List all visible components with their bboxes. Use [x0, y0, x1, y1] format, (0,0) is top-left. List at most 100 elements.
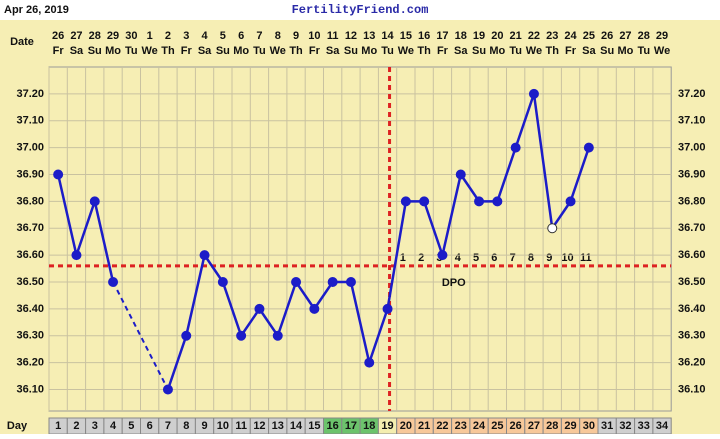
day-number: 7 — [165, 420, 171, 432]
weekday: Su — [88, 45, 102, 57]
gap-bridge — [112, 281, 169, 390]
day-number: 34 — [656, 420, 669, 432]
weekday: We — [270, 45, 286, 57]
date-number: 14 — [381, 30, 394, 42]
y-tick-label-right: 36.20 — [678, 357, 706, 369]
date-number: 25 — [583, 30, 595, 42]
temperature-point — [565, 196, 576, 207]
y-tick-label-right: 37.10 — [678, 115, 706, 127]
date-number: 26 — [601, 30, 613, 42]
temperature-point — [382, 303, 393, 314]
day-number: 6 — [147, 420, 153, 432]
y-tick-label: 36.30 — [16, 330, 44, 342]
dpo-number: 10 — [561, 252, 573, 264]
day-number: 23 — [455, 420, 467, 432]
temperature-point — [217, 277, 228, 287]
date-number: 5 — [220, 30, 226, 42]
y-tick-label-right: 36.80 — [678, 195, 706, 207]
temperature-point — [162, 384, 173, 395]
dpo-number: 4 — [455, 252, 462, 264]
weekday: Su — [344, 45, 358, 57]
weekday: We — [141, 45, 157, 57]
date-number: 22 — [528, 30, 540, 42]
date-number: 18 — [455, 30, 467, 42]
y-tick-label: 36.90 — [16, 168, 44, 180]
date-number: 11 — [327, 30, 339, 42]
y-tick-label: 36.60 — [16, 249, 44, 261]
date-number: 12 — [345, 30, 357, 42]
y-tick-label-right: 36.60 — [678, 249, 706, 261]
day-number: 8 — [183, 420, 189, 432]
weekday: Th — [417, 45, 431, 57]
date-number: 6 — [238, 30, 244, 42]
temperature-point — [345, 277, 356, 287]
y-tick-label-right: 36.30 — [678, 330, 706, 342]
day-number: 24 — [473, 420, 486, 432]
temperature-point — [53, 169, 64, 180]
temperature-point — [108, 277, 119, 287]
weekday: Sa — [198, 45, 212, 57]
temperature-point — [400, 196, 411, 207]
date-number: 29 — [107, 30, 119, 42]
weekday: Mo — [618, 45, 634, 57]
weekday: Th — [289, 45, 303, 57]
temperature-point — [510, 142, 521, 153]
date-number: 24 — [564, 30, 577, 42]
y-tick-label: 36.10 — [16, 383, 44, 395]
day-number: 33 — [638, 420, 650, 432]
day-number: 25 — [491, 420, 503, 432]
weekday: We — [526, 45, 542, 57]
weekday: Mo — [233, 45, 249, 57]
dpo-number: 7 — [510, 252, 516, 264]
day-number: 1 — [55, 420, 61, 432]
dpo-number: 5 — [473, 252, 479, 264]
day-number: 28 — [546, 420, 558, 432]
y-tick-label: 37.00 — [16, 142, 44, 154]
date-number: 15 — [400, 30, 412, 42]
y-tick-label-right: 36.50 — [678, 276, 706, 288]
day-number: 20 — [400, 420, 412, 432]
temperature-point — [547, 223, 558, 234]
day-number: 22 — [436, 420, 448, 432]
date-number: 7 — [256, 30, 262, 42]
day-number: 26 — [510, 420, 522, 432]
day-number: 10 — [217, 420, 229, 432]
y-tick-label-right: 37.20 — [678, 88, 706, 100]
temperature-point — [236, 330, 247, 341]
weekday: Su — [216, 45, 230, 57]
date-number: 27 — [70, 30, 82, 42]
date-number: 20 — [491, 30, 503, 42]
weekday: Fr — [53, 45, 65, 57]
day-number: 27 — [528, 420, 540, 432]
weekday: Su — [472, 45, 486, 57]
weekday: We — [398, 45, 414, 57]
date-number: 19 — [473, 30, 485, 42]
date-number: 27 — [619, 30, 631, 42]
day-number: 5 — [128, 420, 134, 432]
weekday: Sa — [454, 45, 468, 57]
y-tick-label: 36.50 — [16, 276, 44, 288]
temperature-point — [272, 330, 283, 341]
weekday: Tu — [509, 45, 522, 57]
day-number: 2 — [73, 420, 79, 432]
date-number: 28 — [89, 30, 101, 42]
weekday: Fr — [309, 45, 321, 57]
date-number: 30 — [125, 30, 137, 42]
day-label: Day — [7, 420, 28, 432]
weekday: Fr — [181, 45, 193, 57]
day-number: 15 — [308, 420, 320, 432]
day-number: 9 — [201, 420, 207, 432]
temperature-point — [364, 357, 375, 368]
dpo-number: 8 — [528, 252, 534, 264]
temperature-point — [327, 277, 338, 287]
day-number: 12 — [253, 420, 265, 432]
date-number: 4 — [201, 30, 208, 42]
date-number: 3 — [183, 30, 189, 42]
y-tick-label-right: 37.00 — [678, 142, 706, 154]
weekday: Sa — [70, 45, 84, 57]
weekday: Su — [600, 45, 614, 57]
weekday: Th — [546, 45, 560, 57]
dpo-number: 9 — [546, 252, 552, 264]
weekday: Fr — [437, 45, 449, 57]
